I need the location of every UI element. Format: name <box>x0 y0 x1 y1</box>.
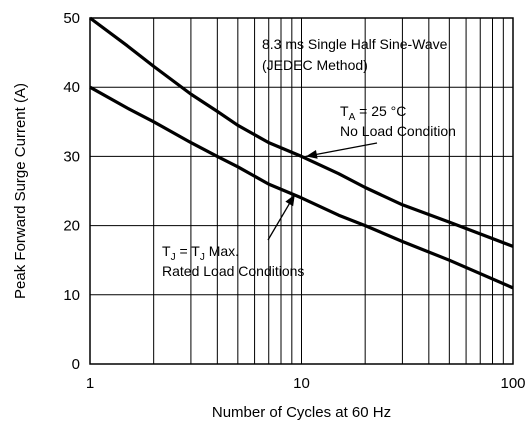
upper-label-arrow <box>305 142 378 158</box>
lower-curve-label: TJ = TJ Max. Rated Load Conditions <box>162 194 304 279</box>
lower-label-line1: TJ = TJ Max. <box>162 243 239 263</box>
y-tick-labels: 0 10 20 30 40 50 <box>63 10 80 373</box>
y-tick-label: 40 <box>63 79 80 96</box>
y-tick-label: 50 <box>63 10 80 27</box>
x-tick-label: 1 <box>86 375 94 392</box>
x-axis-title: Number of Cycles at 60 Hz <box>212 404 391 421</box>
upper-label-line2: No Load Condition <box>340 123 456 139</box>
method-note-line1: 8.3 ms Single Half Sine-Wave <box>262 36 448 52</box>
upper-label-line1: TA = 25 °C <box>340 103 406 123</box>
y-tick-label: 30 <box>63 148 80 165</box>
grid-lines <box>90 18 513 364</box>
x-tick-label: 100 <box>500 375 525 392</box>
lower-label-line2: Rated Load Conditions <box>162 263 304 279</box>
y-tick-label: 20 <box>63 218 80 235</box>
lower-label-arrowhead <box>285 194 295 207</box>
series-line-2 <box>89 85 514 290</box>
upper-curve-label: TA = 25 °C No Load Condition <box>305 103 456 159</box>
plot-frame <box>89 17 514 365</box>
y-tick-label: 0 <box>72 356 80 373</box>
x-tick-labels: 1 10 100 <box>86 375 526 392</box>
curves <box>89 16 514 290</box>
x-tick-label: 10 <box>293 375 310 392</box>
y-tick-label: 10 <box>63 287 80 304</box>
method-note-line2: (JEDEC Method) <box>262 57 368 73</box>
series-line-1 <box>89 16 514 248</box>
y-axis-title: Peak Forward Surge Current (A) <box>12 83 29 299</box>
upper-label-arrowhead <box>305 149 318 159</box>
